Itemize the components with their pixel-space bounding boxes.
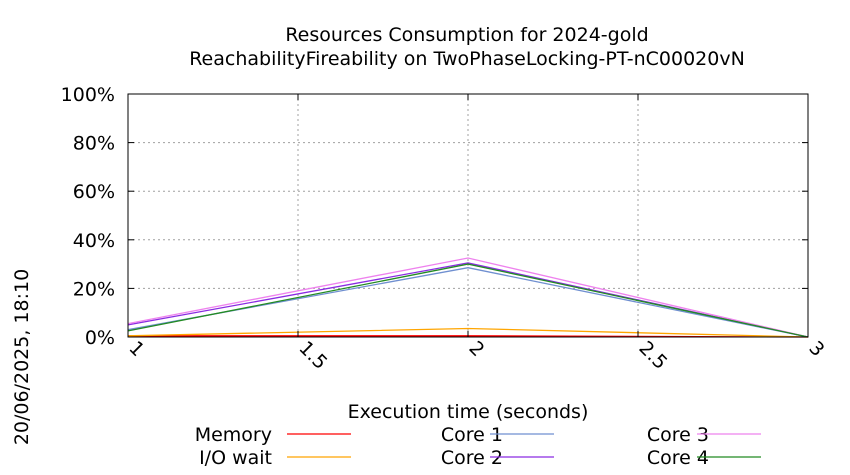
y-axis-ticks: 0% 20% 40% 60% 80% 100% (61, 84, 808, 349)
chart-subtitle: ReachabilityFireability on TwoPhaseLocki… (189, 48, 745, 70)
legend-label: Core 2 (441, 447, 503, 469)
series-line-core-1 (127, 267, 809, 338)
legend-label: Core 3 (647, 424, 709, 446)
x-tick-label: 2.5 (634, 337, 671, 374)
y-tick-label: 60% (73, 181, 115, 203)
x-tick-label: 1 (124, 337, 148, 361)
x-tick-label: 1.5 (294, 337, 331, 374)
legend-label: I/O wait (199, 447, 272, 469)
grid-lines (128, 94, 808, 337)
x-tick-label: 2 (464, 337, 488, 361)
series-line-core-3 (127, 257, 809, 338)
legend-label: Core 4 (647, 447, 709, 469)
series-line-core-4 (127, 263, 809, 338)
y-tick-label: 100% (61, 84, 115, 106)
timestamp-label: 20/06/2025, 18:10 (11, 269, 33, 445)
y-tick-label: 20% (73, 278, 115, 300)
y-tick-label: 40% (73, 230, 115, 252)
x-axis-ticks: 1 1.5 2 2.5 3 (124, 94, 829, 374)
x-tick-label: 3 (804, 337, 828, 361)
y-tick-label: 0% (85, 327, 115, 349)
series-line-i-o-wait (127, 327, 809, 338)
legend-label: Memory (195, 424, 272, 446)
y-tick-label: 80% (73, 133, 115, 155)
legend-label: Core 1 (441, 424, 503, 446)
x-axis-label: Execution time (seconds) (348, 401, 589, 423)
chart-title: Resources Consumption for 2024-gold (285, 24, 648, 46)
